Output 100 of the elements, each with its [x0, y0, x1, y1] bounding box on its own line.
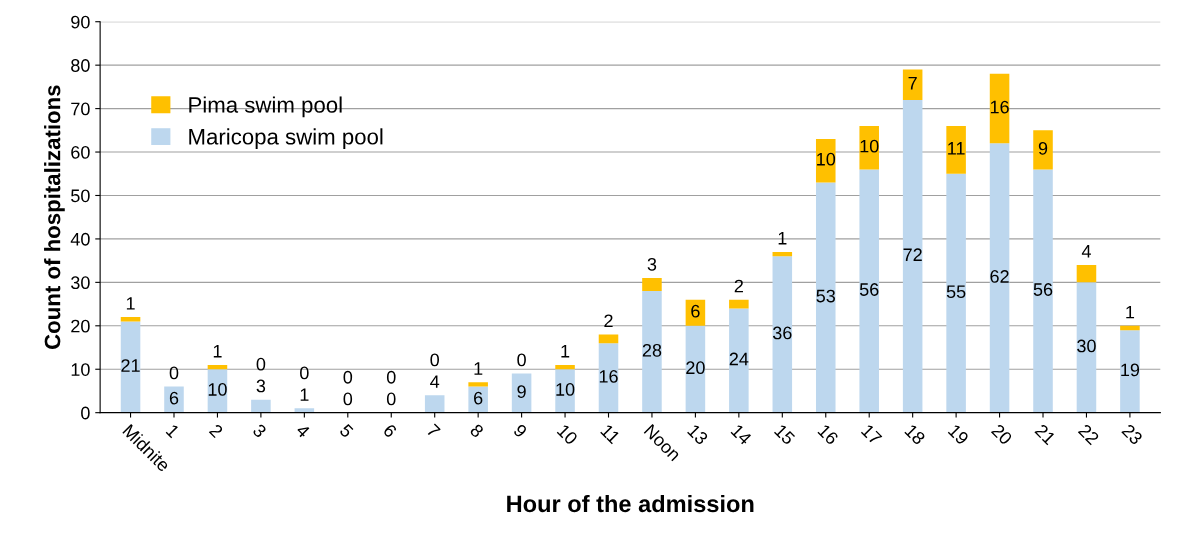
data-label: 1 [1126, 305, 1135, 319]
data-label: 1 [213, 344, 222, 358]
x-tick-label: 1 [165, 423, 180, 439]
data-label: 10 [817, 152, 836, 166]
data-label: 30 [1077, 339, 1096, 353]
y-axis-title: Count of hospitalizations [44, 85, 65, 349]
data-label: 0 [430, 353, 440, 367]
data-label: 0 [256, 357, 266, 371]
x-tick-label: 9 [512, 423, 528, 439]
bar [468, 382, 488, 387]
data-label: 1 [300, 388, 309, 401]
y-tick-label: 10 [71, 363, 90, 376]
bar [1033, 169, 1053, 413]
bar [642, 291, 662, 413]
data-label: 1 [126, 297, 135, 310]
data-label: 16 [599, 369, 618, 383]
bar [555, 364, 575, 370]
bar [902, 99, 923, 413]
data-label: 11 [948, 142, 965, 155]
x-tick-label: 18 [904, 423, 926, 446]
x-tick-label: 20 [990, 423, 1013, 446]
data-label: 56 [859, 283, 879, 296]
data-label: 0 [517, 353, 526, 367]
data-label: 1 [778, 232, 787, 245]
x-tick-label: 10 [556, 423, 579, 446]
data-label: 56 [1033, 283, 1053, 296]
bar [989, 73, 1010, 144]
bar [902, 69, 923, 100]
y-tick-label: 50 [71, 189, 90, 203]
x-tick-label: 16 [817, 423, 840, 446]
y-tick-label: 20 [71, 319, 90, 333]
bar [424, 395, 445, 413]
data-label: 4 [430, 375, 440, 388]
data-label: 3 [647, 257, 657, 271]
data-label: 53 [816, 289, 836, 303]
bar [815, 139, 836, 183]
bar [946, 125, 966, 174]
bar [772, 256, 793, 413]
x-tick-label: 11 [600, 423, 621, 445]
data-label: 55 [946, 285, 966, 299]
bar [1120, 330, 1140, 413]
bar [251, 399, 271, 413]
data-label: 36 [772, 326, 792, 340]
data-label: 21 [121, 359, 140, 372]
bar [598, 343, 619, 413]
data-label: 7 [908, 76, 917, 90]
bar [685, 325, 706, 413]
data-label: 2 [734, 279, 743, 293]
data-label: 0 [300, 366, 309, 380]
data-label: 10 [556, 383, 575, 396]
x-tick-label: 15 [773, 423, 796, 446]
data-label: 72 [903, 248, 922, 261]
bar [1076, 264, 1097, 283]
data-label: 4 [1081, 245, 1091, 258]
y-tick-label: 60 [71, 145, 90, 159]
data-label: 9 [517, 385, 526, 398]
data-label: 20 [686, 361, 705, 375]
x-tick-label: 14 [730, 423, 753, 446]
bar [859, 169, 879, 413]
bar [555, 369, 575, 413]
data-label: 0 [343, 370, 353, 384]
x-tick-label: 21 [1034, 423, 1057, 446]
data-label: 2 [604, 314, 613, 327]
bar [120, 321, 141, 413]
data-label: 16 [990, 100, 1009, 114]
bar [598, 334, 619, 344]
x-tick-label: 2 [208, 423, 224, 439]
y-tick-label: 40 [70, 232, 90, 246]
data-label: 9 [1038, 141, 1048, 155]
data-label: 6 [169, 391, 179, 405]
data-label: 0 [386, 392, 396, 406]
x-tick-label: 19 [947, 423, 970, 446]
x-tick-label: 6 [382, 423, 398, 439]
y-tick-label: 0 [81, 406, 90, 420]
x-tick-label: 17 [860, 423, 883, 446]
bar [1120, 325, 1140, 331]
data-label: 0 [343, 392, 353, 406]
data-label: 0 [386, 370, 396, 384]
data-label: 28 [642, 343, 662, 357]
data-label: 1 [561, 344, 570, 358]
bar [1033, 130, 1053, 170]
x-axis-title: Hour of the admission [507, 494, 754, 513]
x-tick-label: 23 [1121, 423, 1144, 446]
y-tick-label: 70 [71, 102, 90, 116]
bar [815, 182, 836, 413]
bar [946, 173, 966, 413]
data-label: 1 [474, 362, 483, 375]
data-label: 62 [990, 270, 1009, 283]
y-tick-label: 80 [71, 59, 90, 72]
y-tick-label: 90 [71, 15, 90, 29]
legend-label: Maricopa swim pool [189, 128, 383, 149]
x-tick-label: 3 [252, 423, 268, 439]
bar [989, 143, 1010, 413]
bar [859, 125, 879, 170]
x-tick-label: 4 [295, 423, 311, 439]
bar [729, 299, 749, 309]
data-label: 6 [474, 391, 483, 405]
data-label: 19 [1121, 363, 1140, 377]
data-label: 0 [169, 366, 179, 380]
data-label: 3 [256, 379, 266, 393]
